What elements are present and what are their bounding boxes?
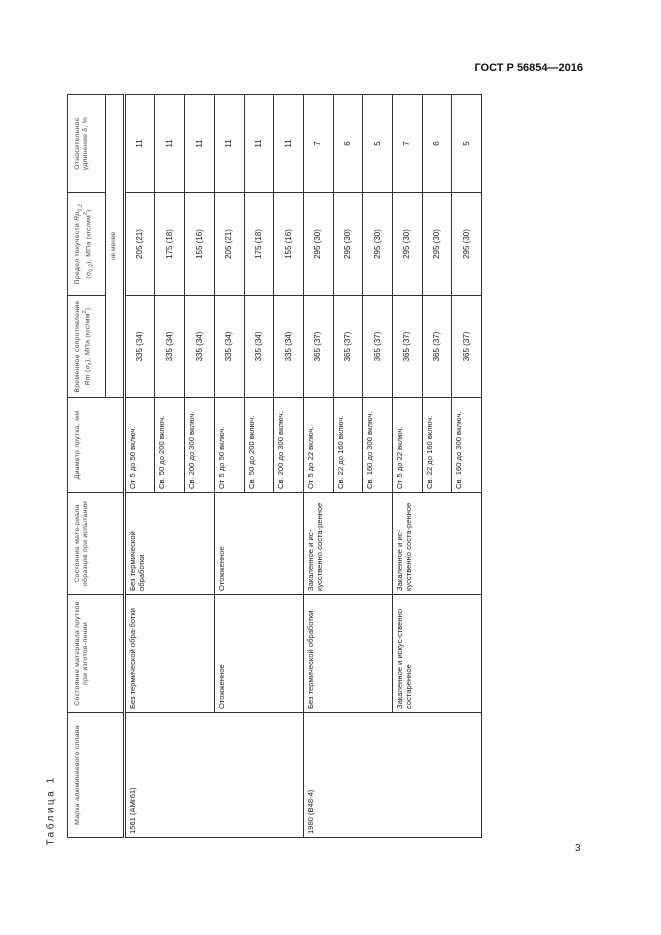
alloy-grade-cell: 1980 (В48-4) (303, 712, 482, 838)
condition-test-cell: Закаленное и ис-кусственно соста-ренное (303, 492, 393, 595)
condition-manufacture-cell: Без термической обработки (303, 594, 393, 713)
header-yield-strength: Предел текучести Rp0,2 (σ0,2), МПа (кгс/… (67, 192, 106, 296)
yield-strength-cell: 205 (21) (124, 192, 155, 296)
header-min-note: не менее (105, 94, 125, 398)
diameter-cell: От 5 до 50 включ. (124, 397, 155, 493)
elongation-cell: 7 (392, 94, 423, 193)
table-caption: Таблица 1 (45, 775, 57, 846)
tensile-strength-cell: 365 (37) (422, 295, 452, 398)
header-tensile-strength: Временное сопротивление Rm (σв), МПа (кг… (67, 295, 106, 398)
header-grade: Марка алюминиевого сплава (67, 712, 125, 838)
elongation-cell: 11 (244, 94, 274, 193)
diameter-cell: Св. 160 до 300 включ. (451, 397, 482, 493)
diameter-cell: Св. 22 до 160 включ. (422, 397, 452, 493)
tensile-strength-cell: 365 (37) (451, 295, 482, 398)
elongation-cell: 11 (124, 94, 155, 193)
tensile-strength-cell: 335 (34) (184, 295, 215, 398)
elongation-cell: 11 (184, 94, 215, 193)
diameter-cell: Св. 200 до 300 включ. (184, 397, 215, 493)
page-number: 3 (575, 843, 581, 854)
condition-manufacture-cell: Закаленное и искус-ственно состаренное (392, 594, 482, 713)
elongation-cell: 5 (362, 94, 393, 193)
yield-strength-cell: 295 (30) (392, 192, 423, 296)
elongation-cell: 5 (451, 94, 482, 193)
yield-strength-cell: 295 (30) (333, 192, 363, 296)
tensile-strength-cell: 365 (37) (392, 295, 423, 398)
diameter-cell: Св. 200 до 300 включ. (273, 397, 304, 493)
yield-strength-cell: 295 (30) (362, 192, 393, 296)
tensile-strength-cell: 365 (37) (333, 295, 363, 398)
tensile-strength-cell: 335 (34) (244, 295, 274, 398)
tensile-strength-cell: 365 (37) (303, 295, 334, 398)
alloy-grade-cell: 1561 (АМг61) (124, 712, 304, 838)
diameter-cell: От 5 до 22 включ. (392, 397, 423, 493)
condition-test-cell: Закаленное и ис-кусственно соста-ренное (392, 492, 482, 595)
yield-strength-cell: 175 (18) (244, 192, 274, 296)
yield-strength-cell: 295 (30) (422, 192, 452, 296)
diameter-cell: Св. 22 до 160 включ. (333, 397, 363, 493)
elongation-cell: 6 (333, 94, 363, 193)
rotated-table-wrapper: Марка алюминиевого сплава Состояние мате… (67, 94, 482, 838)
yield-strength-cell: 295 (30) (303, 192, 334, 296)
condition-test-cell: Без термической обработки (124, 492, 215, 595)
diameter-cell: Св. 160 до 300 включ. (362, 397, 393, 493)
tensile-strength-cell: 335 (34) (124, 295, 155, 398)
yield-strength-cell: 155 (16) (273, 192, 304, 296)
properties-table: Марка алюминиевого сплава Состояние мате… (67, 94, 482, 838)
yield-strength-cell: 295 (30) (451, 192, 482, 296)
tensile-strength-cell: 335 (34) (273, 295, 304, 398)
header-diameter: Диаметр прутка, мм (67, 397, 125, 493)
document-code: ГОСТ Р 56854—2016 (474, 62, 583, 74)
header-elongation: Относительное удлинение δ, % (67, 94, 106, 193)
condition-manufacture-cell: Отожженное (214, 594, 304, 713)
yield-strength-cell: 205 (21) (214, 192, 244, 296)
elongation-cell: 11 (273, 94, 304, 193)
yield-strength-cell: 155 (16) (184, 192, 215, 296)
diameter-cell: Св. 50 до 200 включ. (244, 397, 274, 493)
header-condition-test: Состояние мате-риала образцов при испыта… (67, 492, 125, 595)
yield-strength-cell: 175 (18) (154, 192, 185, 296)
condition-test-cell: Отожженное (214, 492, 304, 595)
elongation-cell: 11 (154, 94, 185, 193)
table-header-row: Марка алюминиевого сплава Состояние мате… (67, 94, 125, 838)
tensile-strength-cell: 365 (37) (362, 295, 393, 398)
diameter-cell: От 5 до 22 включ. (303, 397, 334, 493)
elongation-cell: 6 (422, 94, 452, 193)
table-row: 1980 (В48-4) Без термической обработки Зак… (303, 94, 482, 838)
elongation-cell: 11 (214, 94, 244, 193)
condition-manufacture-cell: Без термической обра-ботки (124, 594, 215, 713)
header-condition-manufacture: Состояние материала прутков при изготов-… (67, 594, 125, 713)
table-row: 1561 (АМг61) Без термической обра-ботки Бе… (124, 94, 304, 838)
diameter-cell: От 5 до 50 включ. (214, 397, 244, 493)
elongation-cell: 7 (303, 94, 334, 193)
diameter-cell: Св. 50 до 200 включ. (154, 397, 185, 493)
tensile-strength-cell: 335 (34) (154, 295, 185, 398)
tensile-strength-cell: 335 (34) (214, 295, 244, 398)
